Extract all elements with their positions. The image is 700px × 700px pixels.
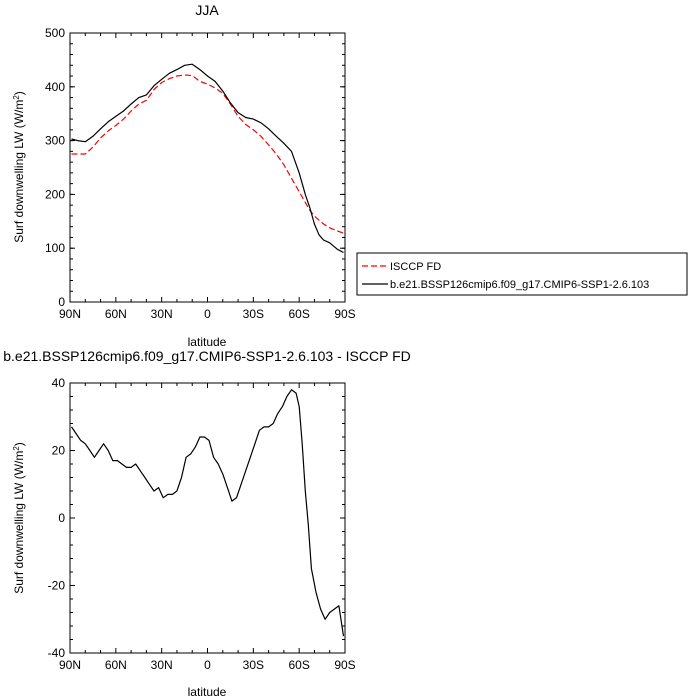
- bottom-y-tick-label: 40: [52, 376, 66, 390]
- top-x-tick-label: 30S: [243, 307, 264, 321]
- top-chart-title: JJA: [195, 2, 219, 18]
- top-x-tick-label: 0: [204, 307, 211, 321]
- bottom-x-tick-label: 90N: [59, 658, 81, 672]
- bottom-chart-title: b.e21.BSSP126cmip6.f09_g17.CMIP6-SSP1-2.…: [3, 348, 411, 364]
- bottom-x-axis-label: latitude: [188, 685, 227, 699]
- legend-label-isccp: ISCCP FD: [390, 261, 441, 273]
- top-x-tick-label: 60S: [288, 307, 309, 321]
- top-y-tick-label: 0: [58, 295, 65, 309]
- top-series-line-0: [71, 74, 344, 234]
- top-y-tick-label: 300: [45, 134, 65, 148]
- bottom-y-axis-label: Surf downwelling LW (W/m2): [12, 442, 27, 594]
- top-x-axis-label: latitude: [188, 335, 227, 349]
- top-x-tick-label: 30N: [151, 307, 173, 321]
- legend-label-model: b.e21.BSSP126cmip6.f09_g17.CMIP6-SSP1-2.…: [390, 279, 649, 291]
- bottom-series-group: [71, 389, 345, 637]
- bottom-y-tick-label: -20: [48, 579, 66, 593]
- bottom-y-tick-label: 0: [58, 511, 65, 525]
- bottom-y-tick-label: -40: [48, 646, 66, 660]
- top-series-group: [71, 63, 344, 254]
- bottom-x-tick-label: 0: [204, 658, 211, 672]
- top-series-line-1: [71, 63, 344, 254]
- top-y-tick-label: 400: [45, 80, 65, 94]
- bottom-x-tick-label: 30S: [243, 658, 264, 672]
- bottom-x-tick-label: 30N: [151, 658, 173, 672]
- top-y-tick-label: 500: [45, 26, 65, 40]
- bottom-plot-frame: [69, 382, 346, 654]
- top-x-tick-label: 90S: [334, 307, 355, 321]
- bottom-x-tick-label: 90S: [334, 658, 355, 672]
- top-y-tick-label: 200: [45, 187, 65, 201]
- bottom-x-tick-label: 60S: [288, 658, 309, 672]
- bottom-ticks: 90N 60N 30N 0 30S 60S 90S -40 -20 0 20 40: [48, 376, 356, 672]
- top-y-tick-label: 100: [45, 241, 65, 255]
- top-y-axis-label-sup: 2: [12, 95, 21, 100]
- bottom-y-axis-label-sup: 2: [12, 446, 21, 451]
- legend-box: [356, 252, 688, 296]
- top-x-tick-label: 90N: [59, 307, 81, 321]
- top-chart: JJA 90N 60N 30N 0 30S 60S 90S0100200300400500 …: [12, 2, 356, 349]
- bottom-chart: b.e21.BSSP126cmip6.f09_g17.CMIP6-SSP1-2.…: [3, 348, 411, 699]
- bottom-y-tick-label: 20: [52, 444, 66, 458]
- bottom-x-tick-label: 60N: [105, 658, 127, 672]
- top-plot-frame: [69, 32, 346, 303]
- top-y-axis-label: Surf downwelling LW (W/m2): [12, 91, 27, 243]
- bottom-series-line-0: [71, 389, 345, 637]
- top-x-tick-label: 60N: [105, 307, 127, 321]
- top-legend: ISCCP FD b.e21.BSSP126cmip6.f09_g17.CMIP…: [356, 252, 688, 296]
